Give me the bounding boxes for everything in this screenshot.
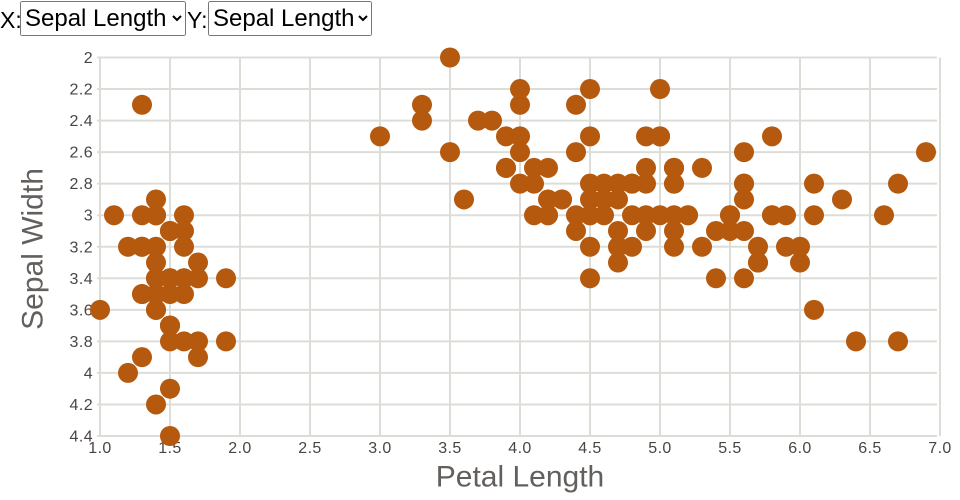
svg-text:6.5: 6.5 [858, 440, 881, 457]
svg-text:4.0: 4.0 [508, 440, 531, 457]
svg-text:2.5: 2.5 [298, 440, 321, 457]
svg-text:3: 3 [84, 208, 93, 225]
svg-text:3.8: 3.8 [70, 334, 93, 351]
svg-text:6.0: 6.0 [788, 440, 811, 457]
svg-text:4.4: 4.4 [70, 429, 93, 446]
svg-text:2.0: 2.0 [228, 440, 251, 457]
svg-text:4.5: 4.5 [578, 440, 601, 457]
svg-text:2.2: 2.2 [70, 82, 93, 99]
svg-text:3.6: 3.6 [70, 302, 93, 319]
svg-text:3.4: 3.4 [70, 271, 93, 288]
svg-text:2.6: 2.6 [70, 145, 93, 162]
svg-text:1.0: 1.0 [88, 440, 111, 457]
svg-text:Sepal Width: Sepal Width [17, 168, 50, 330]
svg-text:5.0: 5.0 [648, 440, 671, 457]
svg-text:3.5: 3.5 [438, 440, 461, 457]
svg-text:2.4: 2.4 [70, 113, 93, 130]
svg-text:3.0: 3.0 [368, 440, 391, 457]
svg-text:4: 4 [84, 365, 93, 382]
svg-text:7.0: 7.0 [928, 440, 951, 457]
svg-text:2: 2 [84, 50, 93, 67]
svg-text:5.5: 5.5 [718, 440, 741, 457]
svg-text:Petal Length: Petal Length [436, 461, 604, 494]
svg-text:4.2: 4.2 [70, 397, 93, 414]
svg-text:3.2: 3.2 [70, 239, 93, 256]
svg-text:2.8: 2.8 [70, 176, 93, 193]
